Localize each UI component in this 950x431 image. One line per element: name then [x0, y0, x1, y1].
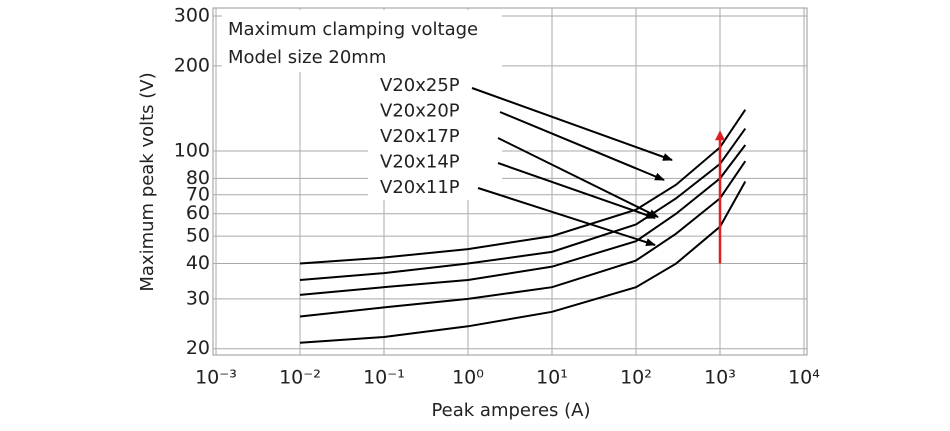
arrow	[497, 162, 656, 219]
y-tick-label: 40	[186, 252, 210, 274]
y-tick-label: 70	[186, 183, 210, 205]
arrow	[477, 187, 656, 247]
arrow	[497, 137, 659, 218]
arrow	[499, 111, 665, 181]
series-line	[299, 109, 747, 265]
series-line	[299, 181, 747, 344]
y-tick-label: 200	[174, 54, 210, 76]
legend-label: V20x14P	[380, 152, 460, 173]
x-tick-label: 10⁻²	[279, 367, 321, 389]
y-tick-label: 100	[174, 139, 210, 161]
legend-box	[368, 72, 502, 200]
y-tick-label: 30	[186, 287, 210, 309]
series-line	[299, 128, 747, 281]
legend-label: V20x11P	[380, 177, 460, 198]
y-tick-label: 20	[186, 337, 210, 359]
x-tick-label: 10⁻³	[195, 367, 237, 389]
x-tick-label: 10⁴	[788, 367, 820, 389]
x-tick-label: 10²	[620, 367, 652, 389]
x-axis-label: Peak amperes (A)	[431, 400, 590, 421]
legend-label: V20x17P	[380, 126, 460, 147]
y-tick-label: 300	[174, 5, 210, 27]
x-tick-label: 10⁰	[452, 367, 484, 389]
chart-title: Maximum clamping voltage	[228, 19, 478, 40]
arrow	[471, 87, 673, 161]
y-tick-label: 80	[186, 167, 210, 189]
y-tick-label: 60	[186, 202, 210, 224]
x-tick-label: 10³	[704, 367, 736, 389]
legend-arrows	[471, 87, 673, 247]
series-line	[299, 144, 747, 296]
x-tick-label: 10⁻¹	[363, 367, 405, 389]
plot-frame	[212, 7, 808, 356]
x-tick-label: 10¹	[536, 367, 568, 389]
series-line	[299, 160, 747, 318]
legend-label: V20x25P	[380, 75, 460, 96]
legend-label: V20x20P	[380, 101, 460, 122]
y-axis-label: Maximum peak volts (V)	[137, 72, 158, 291]
curves	[299, 109, 747, 344]
title-box	[222, 10, 502, 72]
chart-subtitle: Model size 20mm	[228, 47, 386, 68]
y-tick-label: 50	[186, 225, 210, 247]
